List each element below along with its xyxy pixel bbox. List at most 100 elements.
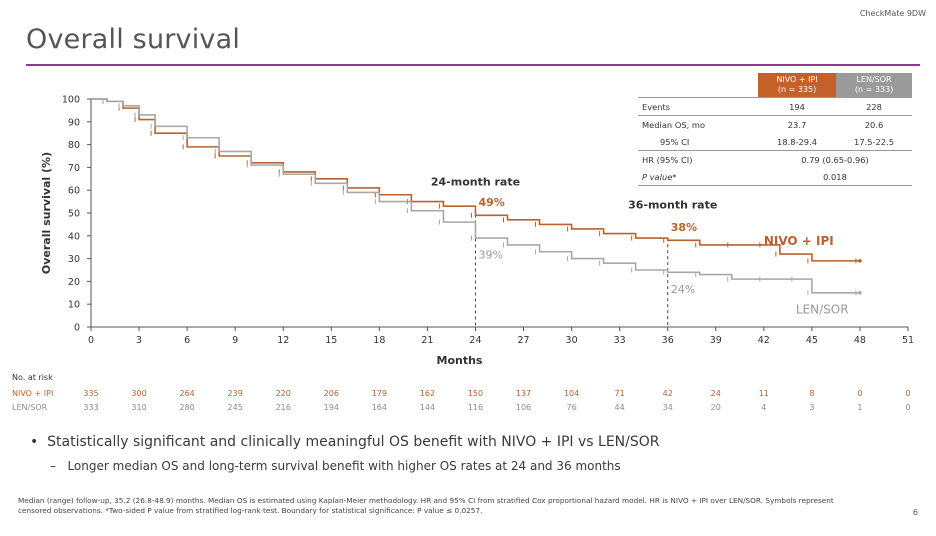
x-tick-label: 6 (184, 335, 190, 346)
y-axis-title: Overall survival (%) (40, 152, 53, 274)
nivo-series-label: NIVO + IPI (764, 234, 834, 248)
rate36-lensor-value: 24% (671, 283, 695, 296)
risk-value: 137 (516, 389, 531, 398)
km-point-nivo (858, 259, 862, 263)
nivo-column-header: NIVO + IPI (n = 335) (758, 73, 837, 98)
risk-value: 76 (566, 403, 576, 412)
x-tick-label: 12 (277, 335, 289, 346)
table-row: 95% CI 18.8-29.4 17.5-22.5 (660, 136, 894, 147)
rate36-nivo-value: 38% (671, 221, 697, 234)
y-tick-label: 30 (68, 254, 80, 265)
lensor-series-label: LEN/SOR (796, 302, 849, 316)
risk-value: 3 (809, 403, 814, 412)
risk-value: 245 (228, 403, 243, 412)
risk-value: 179 (372, 389, 387, 398)
risk-value: 0 (905, 403, 910, 412)
risk-value: 280 (179, 403, 194, 412)
risk-value: 164 (372, 403, 387, 412)
risk-value: 42 (663, 389, 673, 398)
x-tick-label: 24 (469, 335, 481, 346)
risk-value: 239 (228, 389, 243, 398)
x-tick-label: 27 (517, 335, 529, 346)
trial-label: CheckMate 9DW (859, 9, 926, 18)
risk-value: 116 (468, 403, 483, 412)
risk-value: 34 (663, 403, 673, 412)
x-tick-label: 36 (662, 335, 674, 346)
x-tick-label: 30 (566, 335, 578, 346)
risk-value: 44 (615, 403, 625, 412)
table-row: HR (95% CI) 0.79 (0.65-0.96) (638, 150, 912, 168)
risk-table-title: No. at risk (12, 373, 53, 382)
table-row: Median OS, mo 23.7 20.6 (638, 115, 912, 133)
rate24-label: 24-month rate (431, 176, 520, 189)
y-tick-label: 50 (68, 209, 80, 220)
x-tick-label: 33 (614, 335, 626, 346)
risk-value: 0 (857, 389, 862, 398)
rate36-label: 36-month rate (628, 198, 717, 211)
table-row: Events 194 228 (638, 97, 912, 116)
y-tick-label: 90 (68, 117, 80, 128)
x-tick-label: 48 (854, 335, 866, 346)
x-tick-label: 0 (88, 335, 94, 346)
x-tick-label: 3 (136, 335, 142, 346)
risk-value: 8 (809, 389, 814, 398)
risk-value: 333 (83, 403, 98, 412)
x-tick-label: 42 (758, 335, 770, 346)
risk-value: 106 (516, 403, 531, 412)
risk-value: 24 (711, 389, 721, 398)
x-tick-label: 9 (232, 335, 238, 346)
bullet-main: • Statistically significant and clinical… (30, 434, 660, 450)
y-tick-label: 70 (68, 163, 80, 174)
table-row: P value* 0.018 (638, 168, 912, 186)
km-curve-nivo (91, 98, 860, 262)
risk-row-label: LEN/SOR (12, 403, 48, 412)
x-tick-label: 51 (902, 335, 914, 346)
table-header-row: NIVO + IPI (n = 335) LEN/SOR (n = 333) (638, 73, 912, 98)
y-tick-label: 60 (68, 186, 80, 197)
risk-value: 310 (131, 403, 146, 412)
risk-row-label: NIVO + IPI (12, 389, 53, 398)
risk-value: 264 (179, 389, 194, 398)
y-tick-label: 100 (62, 95, 80, 106)
os-summary-table: NIVO + IPI (n = 335) LEN/SOR (n = 333) E… (638, 73, 912, 186)
lensor-column-header: LEN/SOR (n = 333) (836, 73, 912, 98)
risk-value: 216 (276, 403, 291, 412)
risk-value: 162 (420, 389, 435, 398)
risk-value: 4 (761, 403, 766, 412)
page-title: Overall survival (26, 24, 241, 55)
risk-value: 206 (324, 389, 339, 398)
x-tick-label: 39 (710, 335, 722, 346)
y-tick-label: 10 (68, 300, 80, 311)
risk-value: 0 (905, 389, 910, 398)
rate24-lensor-value: 39% (478, 249, 502, 262)
risk-value: 11 (759, 389, 769, 398)
x-tick-label: 15 (325, 335, 337, 346)
x-axis-title: Months (437, 354, 483, 367)
y-tick-label: 40 (68, 231, 80, 242)
km-point-lensor (858, 291, 862, 295)
risk-value: 300 (131, 389, 146, 398)
page-number: 6 (912, 508, 918, 517)
km-curve-lensor (91, 98, 860, 294)
rate24-nivo-value: 49% (478, 196, 504, 209)
risk-value: 150 (468, 389, 483, 398)
x-tick-label: 21 (421, 335, 433, 346)
risk-value: 104 (564, 389, 579, 398)
risk-value: 71 (615, 389, 625, 398)
y-tick-label: 20 (68, 277, 80, 288)
risk-value: 335 (83, 389, 98, 398)
risk-value: 220 (276, 389, 291, 398)
risk-value: 20 (711, 403, 721, 412)
risk-value: 1 (857, 403, 862, 412)
bullet-sub: – Longer median OS and long-term surviva… (50, 459, 621, 473)
title-divider (26, 64, 920, 66)
risk-value: 144 (420, 403, 435, 412)
y-tick-label: 80 (68, 140, 80, 151)
y-tick-label: 0 (74, 323, 80, 334)
x-tick-label: 45 (806, 335, 818, 346)
risk-value: 194 (324, 403, 339, 412)
footnote: Median (range) follow-up, 35.2 (26.8-48.… (18, 496, 834, 515)
x-tick-label: 18 (373, 335, 385, 346)
